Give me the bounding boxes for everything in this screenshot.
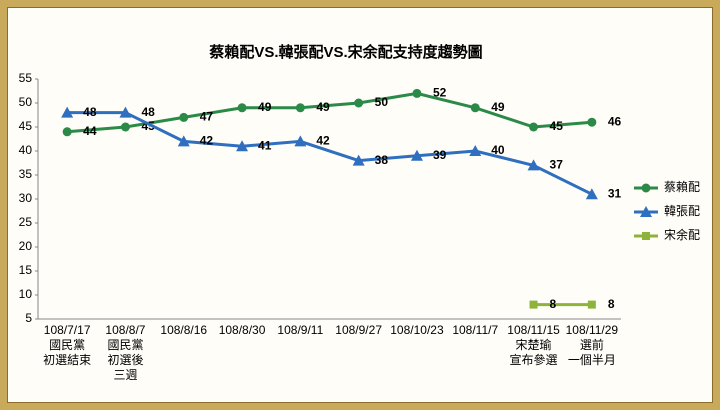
data-label: 48	[83, 105, 97, 119]
data-label: 41	[258, 138, 272, 152]
x-tick-line: 初選結束	[43, 353, 91, 367]
x-tick-line: 108/9/11	[277, 323, 323, 337]
x-tick-label: 108/9/11	[277, 323, 323, 337]
x-tick-line: 108/7/17	[44, 323, 91, 337]
legend-label: 宋余配	[664, 227, 700, 242]
y-tick-label: 20	[19, 239, 33, 253]
marker	[529, 300, 538, 309]
panel: 蔡賴配VS.韓張配VS.宋余配支持度趨勢圖 5 10 15 20 25 30 35 40 45 5…	[7, 7, 713, 403]
x-tick-line: 108/10/23	[390, 323, 444, 337]
data-label: 46	[608, 114, 622, 128]
chart-title: 蔡賴配VS.韓張配VS.宋余配支持度趨勢圖	[208, 43, 482, 61]
x-tick-line: 國民黨	[49, 338, 85, 352]
y-tick-label: 10	[19, 287, 33, 301]
data-label: 8	[550, 297, 557, 311]
data-label: 42	[316, 134, 330, 148]
x-tick-line: 108/8/30	[219, 323, 266, 337]
data-label: 38	[375, 153, 389, 167]
marker	[179, 112, 189, 122]
x-tick-line: 108/8/16	[160, 323, 207, 337]
marker	[529, 122, 539, 132]
legend-label: 蔡賴配	[664, 179, 700, 194]
marker	[294, 135, 307, 147]
marker	[295, 103, 305, 113]
y-tick-label: 5	[25, 311, 32, 325]
data-label: 39	[433, 148, 447, 162]
x-tick-label: 108/11/29 選前一個半月	[566, 323, 619, 367]
marker	[62, 127, 72, 137]
y-tick-label: 25	[19, 215, 33, 229]
marker	[587, 300, 596, 309]
data-label: 31	[608, 186, 622, 200]
x-tick-label: 108/10/23	[390, 323, 444, 337]
marker	[354, 98, 364, 108]
y-tick-label: 50	[19, 95, 33, 109]
data-label: 52	[433, 86, 447, 100]
data-label: 48	[141, 105, 155, 119]
marker	[412, 88, 422, 98]
x-tick-line: 三週	[113, 368, 137, 382]
data-label: 40	[491, 143, 505, 157]
y-tick-label: 30	[19, 191, 33, 205]
x-tick-line: 國民黨	[107, 338, 143, 352]
marker	[470, 103, 480, 113]
marker	[587, 117, 597, 127]
marker	[120, 122, 130, 132]
marker	[527, 159, 540, 171]
x-tick-label: 108/11/7	[452, 323, 498, 337]
x-tick-line: 初選後	[107, 353, 143, 367]
marker	[236, 140, 249, 152]
data-label: 49	[316, 100, 330, 114]
data-label: 50	[375, 95, 389, 109]
x-tick-label: 108/8/16	[160, 323, 207, 337]
marker	[410, 149, 423, 161]
data-label: 44	[83, 124, 97, 138]
series-line	[67, 91, 592, 134]
y-tick-label: 40	[19, 143, 33, 157]
data-label: 47	[200, 110, 214, 124]
marker	[469, 145, 482, 156]
marker	[352, 154, 365, 166]
x-tick-label: 108/8/30	[219, 323, 266, 337]
marker	[237, 103, 247, 113]
data-label: 8	[608, 297, 615, 311]
x-tick-line: 108/9/27	[335, 323, 382, 337]
marker	[640, 206, 652, 217]
y-tick-label: 15	[19, 263, 33, 277]
series-line	[67, 111, 593, 196]
x-tick-line: 宣布參選	[510, 352, 558, 367]
x-tick-line: 一個半月	[568, 353, 616, 367]
data-label: 42	[200, 134, 214, 148]
marker	[61, 106, 74, 118]
x-tick-label: 108/7/17 國民黨初選結束	[43, 323, 91, 367]
x-tick-label: 108/9/27	[335, 323, 382, 337]
marker	[585, 188, 598, 200]
x-tick-line: 選前	[580, 337, 604, 352]
data-label: 45	[550, 119, 564, 133]
data-label: 49	[258, 100, 272, 114]
data-label: 49	[491, 100, 505, 114]
marker	[642, 232, 650, 240]
y-tick-label: 45	[19, 119, 33, 133]
x-tick-label: 108/11/15 宋楚瑜宣布參選	[507, 323, 560, 367]
x-tick-line: 宋楚瑜	[516, 337, 552, 352]
y-tick-label: 35	[19, 167, 33, 181]
x-tick-line: 108/11/7	[452, 323, 498, 337]
x-tick-label: 108/8/7 國民黨初選後三週	[105, 323, 145, 382]
marker	[177, 135, 190, 147]
chart: 蔡賴配VS.韓張配VS.宋余配支持度趨勢圖 5 10 15 20 25 30 35 40 45 5…	[19, 43, 700, 382]
y-tick-label: 55	[19, 71, 33, 85]
legend-label: 韓張配	[664, 204, 700, 218]
marker	[641, 183, 651, 193]
marker	[119, 106, 132, 118]
x-tick-line: 108/8/7	[105, 323, 145, 337]
x-tick-line: 108/11/29	[566, 323, 619, 337]
data-label: 37	[550, 158, 564, 172]
x-tick-line: 108/11/15	[507, 323, 560, 337]
